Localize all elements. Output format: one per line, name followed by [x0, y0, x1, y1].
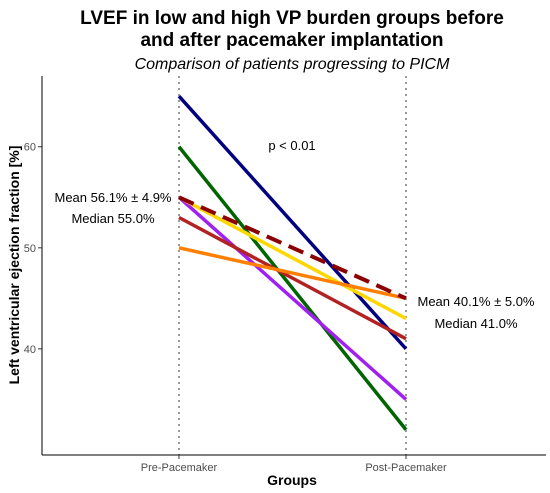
series-line-7 — [178, 195, 407, 301]
pre-mean-annotation: Mean 56.1% ± 4.9% — [55, 190, 172, 205]
y-axis-title: Left ventricular ejection fraction [%] — [6, 146, 22, 385]
series-line-4 — [178, 195, 407, 321]
series-line-5 — [178, 215, 407, 341]
series-line-2 — [177, 145, 408, 431]
series-line-6 — [178, 246, 407, 301]
x-tick-label-2: Post-Pacemaker — [365, 462, 447, 474]
chart-title-line-2: and after pacemaker implantation — [140, 30, 443, 51]
series-line-3 — [177, 195, 408, 401]
plot-area: 40 50 60 Pre-Pacemaker Post-Pacemaker — [24, 76, 546, 474]
post-median-annotation: Median 41.0% — [434, 316, 518, 331]
x-tick-label-1: Pre-Pacemaker — [141, 462, 218, 474]
y-tick-label-60: 60 — [24, 142, 36, 154]
post-mean-annotation: Mean 40.1% ± 5.0% — [418, 294, 535, 309]
chart-subtitle: Comparison of patients progressing to PI… — [135, 56, 450, 73]
y-tick-label-50: 50 — [24, 243, 36, 255]
x-axis-title: Groups — [267, 472, 317, 488]
pre-median-annotation: Median 55.0% — [71, 211, 155, 226]
p-value-annotation: p < 0.01 — [268, 138, 315, 153]
chart-title-line-1: LVEF in low and high VP burden groups be… — [80, 8, 504, 29]
y-tick-label-40: 40 — [24, 344, 36, 356]
series-line-1 — [177, 95, 408, 351]
